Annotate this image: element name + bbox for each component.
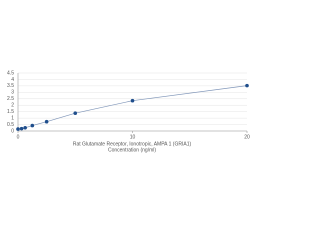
data-point [16, 127, 20, 131]
data-point [130, 98, 135, 103]
y-tick-label: 0 [11, 128, 14, 134]
x-tick-label: 20 [244, 134, 250, 140]
data-point [44, 119, 49, 124]
y-tick-label: 3 [11, 90, 14, 96]
y-tick-label: 0.5 [7, 122, 14, 128]
chart: Rat Glutamate Receptor, Ionotropic, AMPA… [7, 70, 250, 153]
data-point [30, 123, 35, 128]
data-point [245, 83, 249, 88]
y-tick-label: 4 [11, 77, 14, 83]
data-point [73, 111, 78, 116]
y-tick-label: 4.5 [7, 70, 14, 76]
x-axis-label: Concentration (ng/ml) [108, 147, 156, 153]
x-tick-label: 0 [17, 134, 20, 140]
data-point [23, 125, 27, 130]
x-tick-label: 10 [130, 134, 136, 140]
y-tick-label: 2.5 [7, 96, 14, 102]
y-tick-label: 3.5 [7, 83, 14, 89]
chart-title: Rat Glutamate Receptor, Ionotropic, AMPA… [73, 141, 192, 147]
y-tick-label: 1.5 [7, 109, 14, 115]
data-point [19, 126, 24, 131]
y-tick-label: 2 [11, 103, 14, 109]
y-tick-label: 1 [11, 115, 14, 121]
